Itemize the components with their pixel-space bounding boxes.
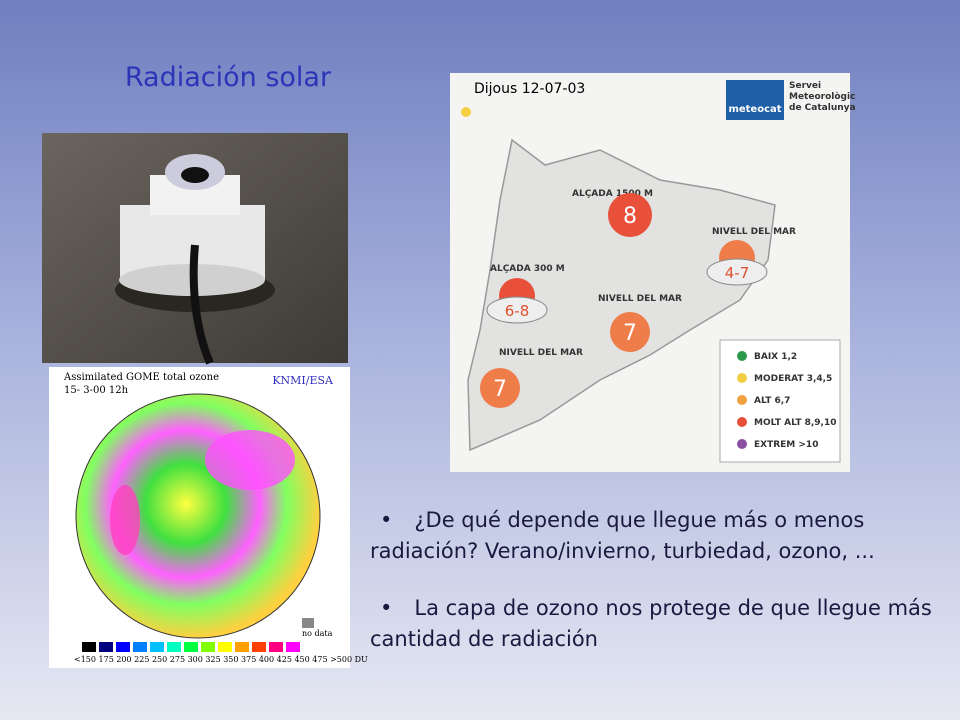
region-label: NIVELL DEL MAR: [598, 294, 682, 304]
uv-index: 7: [623, 321, 637, 346]
map-logo: meteocat: [728, 104, 781, 115]
legend-item: BAIX 1,2: [754, 352, 797, 362]
map-agency: Meteorològic: [789, 91, 855, 102]
ozone-credit: KNMI/ESA: [272, 374, 334, 387]
legend-item: EXTREM >10: [754, 440, 818, 450]
uv-index: 7: [493, 377, 507, 402]
bullet: La capa de ozono nos protege de que lleg…: [370, 593, 960, 655]
map-date: Dijous 12-07-03: [474, 81, 585, 97]
uv-index: 8: [623, 204, 637, 229]
uv-index: 6-8: [505, 302, 530, 320]
legend-item: MOLT ALT 8,9,10: [754, 418, 837, 428]
ozone-map: Assimilated GOME total ozone 15- 3-00 12…: [49, 367, 368, 668]
region-label: ALÇADA 300 M: [490, 264, 565, 274]
sensor-photo: [42, 133, 348, 365]
uv-map: Dijous 12-07-03 meteocat Servei Meteorol…: [450, 73, 856, 472]
ozone-no-data: no data: [302, 629, 333, 638]
legend-item: ALT 6,7: [754, 396, 790, 406]
region-label: ALÇADA 1500 M: [572, 189, 653, 199]
region-label: NIVELL DEL MAR: [499, 348, 583, 358]
ozone-scale: <150 175 200 225 250 275 300 325 350 375…: [74, 655, 368, 664]
ozone-time: 15- 3-00 12h: [64, 385, 129, 396]
bullet: ¿De qué depende que llegue más o menos r…: [370, 505, 960, 567]
slide-title: Radiación solar: [125, 62, 332, 93]
bullet-list: ¿De qué depende que llegue más o menos r…: [370, 505, 960, 681]
region-label: NIVELL DEL MAR: [712, 227, 796, 237]
uv-index: 4-7: [725, 264, 750, 282]
legend-item: MODERAT 3,4,5: [754, 374, 832, 384]
ozone-color-bar: [82, 642, 300, 652]
map-agency: Servei: [789, 81, 821, 91]
ozone-title: Assimilated GOME total ozone: [63, 372, 219, 383]
map-agency: de Catalunya: [789, 103, 856, 113]
